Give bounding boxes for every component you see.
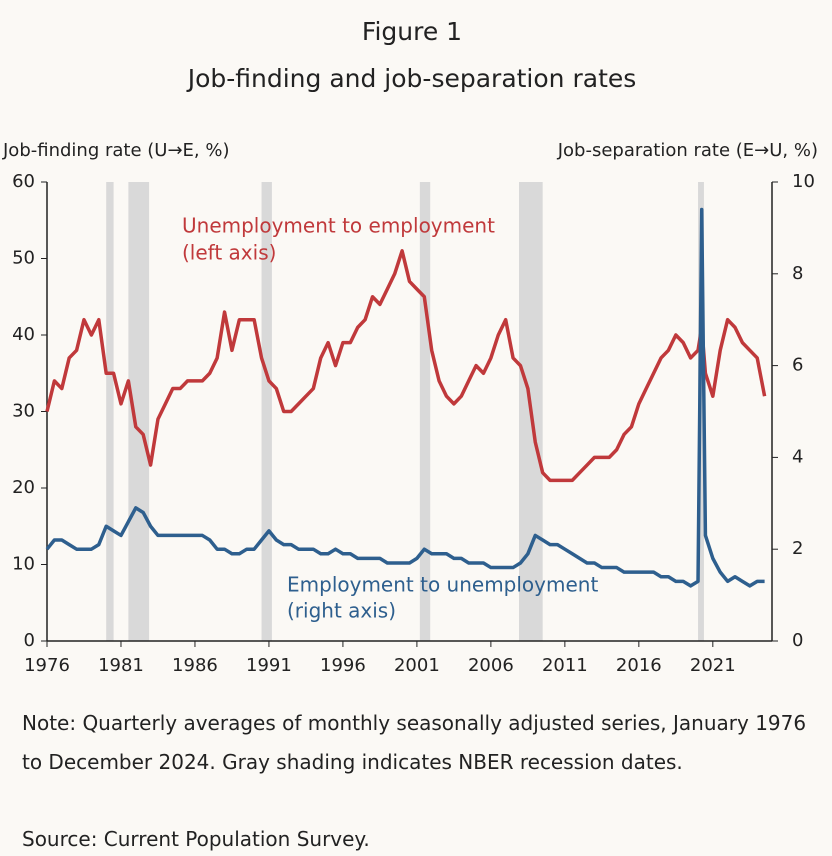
y2-tick-label: 8 bbox=[792, 263, 803, 284]
series-axis-note: (left axis) bbox=[182, 241, 276, 265]
y2-axis-label: Job-separation rate (E→U, %) bbox=[557, 140, 818, 161]
recession-band bbox=[128, 182, 150, 641]
chart-title: Figure 1 bbox=[362, 17, 462, 46]
x-tick-label: 1996 bbox=[320, 655, 366, 676]
chart: Figure 1 Job-finding and job-separation … bbox=[2, 17, 818, 676]
y2-tick-label: 0 bbox=[792, 630, 803, 651]
y2-tick-label: 6 bbox=[792, 355, 803, 376]
series-annotation: Employment to unemployment bbox=[287, 573, 598, 597]
x-tick-label: 2006 bbox=[468, 655, 514, 676]
x-tick-label: 2016 bbox=[616, 655, 662, 676]
y-tick-label: 50 bbox=[12, 248, 35, 269]
x-tick-label: 2021 bbox=[690, 655, 736, 676]
recession-band bbox=[419, 182, 431, 641]
chart-subtitle: Job-finding and job-separation rates bbox=[186, 64, 637, 93]
y-tick-label: 20 bbox=[12, 477, 35, 498]
x-tick-label: 1976 bbox=[24, 655, 70, 676]
x-tick-label: 2001 bbox=[394, 655, 440, 676]
x-tick-label: 2011 bbox=[542, 655, 588, 676]
series-line bbox=[45, 249, 767, 483]
series-axis-note: (right axis) bbox=[287, 599, 396, 623]
recession-band bbox=[261, 182, 272, 641]
series-annotation: Unemployment to employment bbox=[182, 214, 495, 238]
y-tick-label: 0 bbox=[24, 630, 35, 651]
y-tick-label: 30 bbox=[12, 401, 35, 422]
x-tick-label: 1991 bbox=[246, 655, 292, 676]
y2-tick-label: 10 bbox=[792, 171, 815, 192]
y2-tick-label: 2 bbox=[792, 538, 803, 559]
y2-tick-label: 4 bbox=[792, 446, 803, 467]
recession-band bbox=[106, 182, 114, 641]
source: Source: Current Population Survey. bbox=[22, 827, 370, 851]
y-axis-label: Job-finding rate (U→E, %) bbox=[2, 140, 229, 161]
note: Note: Quarterly averages of monthly seas… bbox=[22, 711, 807, 774]
x-tick-label: 1986 bbox=[172, 655, 218, 676]
y-tick-label: 60 bbox=[12, 171, 35, 192]
series-line bbox=[45, 207, 765, 588]
y-tick-label: 40 bbox=[12, 324, 35, 345]
y-tick-label: 10 bbox=[12, 554, 35, 575]
x-tick-label: 1981 bbox=[98, 655, 144, 676]
